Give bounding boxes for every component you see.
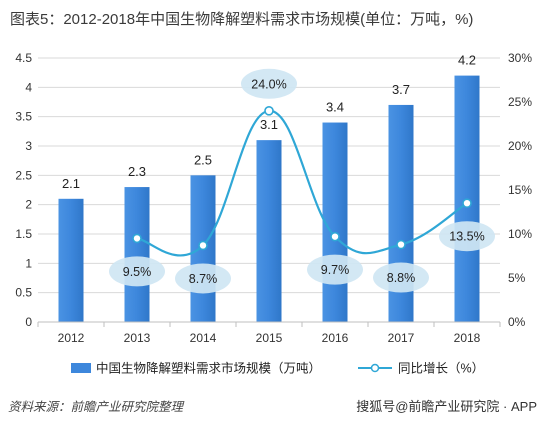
legend: 中国生物降解塑料需求市场规模（万吨） 同比增长（%） [71, 361, 484, 376]
y-right-tick-label: 25% [508, 95, 532, 109]
growth-marker [396, 239, 406, 250]
growth-label-bubble [373, 262, 429, 293]
bar-value-label: 2.5 [194, 152, 212, 167]
y-right-tick-label: 30% [508, 51, 532, 65]
watermark: 搜狐号@前瞻产业研究院 · APP [356, 399, 537, 414]
growth-value-label: 8.7% [189, 272, 218, 286]
growth-marker [462, 198, 472, 208]
growth-value-label: 9.5% [123, 265, 152, 279]
bar-value-label: 3.7 [392, 82, 410, 97]
y-left-tick-label: 2.5 [15, 168, 32, 182]
bar-value-label: 3.4 [326, 100, 344, 115]
bar-value-label: 2.3 [128, 164, 146, 179]
bar-value-label: 2.1 [62, 176, 80, 191]
y-left-tick-label: 1.5 [15, 227, 32, 241]
growth-value-label: 8.8% [387, 271, 416, 285]
chart-title: 图表5：2012-2018年中国生物降解塑料需求市场规模(单位：万吨，%) [10, 11, 474, 28]
growth-marker [132, 233, 142, 244]
y-left-tick-label: 0.5 [15, 286, 32, 300]
bar [58, 198, 84, 322]
legend-line-label: 同比增长（%） [398, 361, 484, 376]
y-right-tick-label: 20% [508, 139, 532, 153]
growth-value-label: 13.5% [449, 230, 484, 244]
legend-line-marker [370, 363, 380, 373]
x-tick-label: 2013 [124, 331, 151, 345]
growth-marker [330, 231, 340, 242]
line-series [132, 106, 472, 257]
growth-label-bubble [241, 68, 297, 99]
y-right-tick-label: 15% [508, 183, 532, 197]
x-tick-label: 2017 [388, 331, 415, 345]
source-note: 资料来源：前瞻产业研究院整理 [8, 400, 184, 414]
bar-value-label: 3.1 [260, 117, 278, 132]
x-tick-label: 2014 [190, 331, 217, 345]
chart: 2.1 2.3 2.5 3.1 3.4 3.7 4.2 9.5% 8.7% 24.0% 9.7% 8… [15, 51, 532, 376]
x-tick-label: 2012 [58, 331, 85, 345]
y-left-tick-label: 3 [25, 139, 32, 153]
x-tick-label: 2018 [454, 331, 481, 345]
bar [124, 187, 150, 322]
x-tick-label: 2016 [322, 331, 349, 345]
legend-bar-label: 中国生物降解塑料需求市场规模（万吨） [96, 361, 321, 376]
growth-value-label: 24.0% [251, 77, 286, 91]
y-left-tick-label: 4.5 [15, 51, 32, 65]
y-right-tick-label: 5% [508, 271, 526, 285]
y-left-tick-label: 4 [25, 80, 32, 94]
bar-value-label: 4.2 [458, 53, 476, 68]
y-left-tick-label: 0 [25, 315, 32, 329]
y-left-tick-label: 1 [25, 256, 32, 270]
x-tick-label: 2015 [256, 331, 283, 345]
growth-marker [198, 240, 208, 251]
axes: 0 0.5 1 1.5 2 2.5 3 3.5 4 4.5 0% 5% 10% 15% 20% 25% 30% 2… [15, 51, 532, 345]
bar [256, 140, 282, 322]
growth-labels: 9.5% 8.7% 24.0% 9.7% 8.8% 13.5% [109, 68, 495, 294]
legend-bar-swatch [71, 363, 91, 373]
growth-label-bubble [307, 254, 363, 285]
growth-marker [264, 106, 274, 116]
growth-label-bubble [109, 256, 165, 287]
y-left-tick-label: 2 [25, 198, 32, 212]
growth-label-bubble [175, 263, 231, 294]
y-right-tick-label: 0% [508, 315, 526, 329]
growth-label-bubble [439, 221, 495, 252]
bar-series [58, 75, 480, 323]
y-left-tick-label: 3.5 [15, 110, 32, 124]
growth-value-label: 9.7% [321, 263, 350, 277]
bar-labels: 2.1 2.3 2.5 3.1 3.4 3.7 4.2 [62, 53, 476, 191]
bar [322, 122, 348, 323]
y-right-tick-label: 10% [508, 227, 532, 241]
